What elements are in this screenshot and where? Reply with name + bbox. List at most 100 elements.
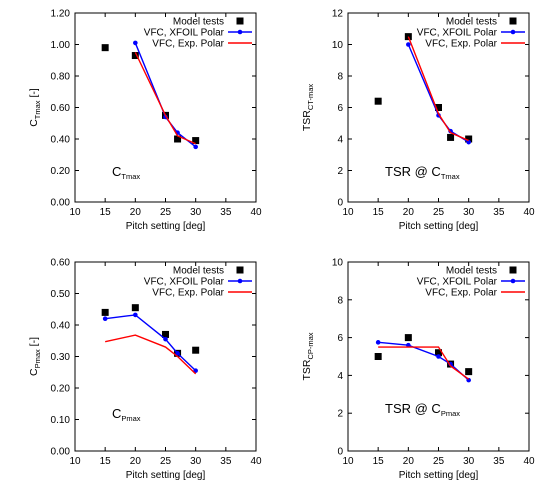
x-tick-label: 10 <box>69 456 81 467</box>
legend-marker-model <box>509 17 517 25</box>
y-tick-label: 6 <box>337 333 343 344</box>
y-tick-label: 10 <box>332 258 344 269</box>
x-tick-label: 10 <box>342 207 354 218</box>
y-tick-label: 1.00 <box>51 40 71 51</box>
panel-annotation-main: TSR @ C <box>385 401 441 416</box>
series-model-tests <box>101 304 200 357</box>
x-tick-label: 15 <box>373 207 385 218</box>
y-axis-label-sub: Pmax <box>33 349 42 368</box>
exp-polar-line <box>134 52 196 145</box>
exp-polar-line <box>378 346 470 380</box>
x-tick-label: 10 <box>342 456 354 467</box>
x-tick-label: 10 <box>69 207 81 218</box>
x-tick-label: 40 <box>250 456 262 467</box>
xfoil-polar-point <box>466 139 471 145</box>
legend-entry-label: VFC, Exp. Polar <box>425 288 497 299</box>
x-tick-label: 20 <box>403 207 415 218</box>
y-tick-label: 0.30 <box>51 352 71 363</box>
model-test-point <box>101 44 109 52</box>
series-model-tests <box>101 44 200 145</box>
panel-annotation-sub: Tmax <box>441 172 460 181</box>
y-axis-label-sub: Tmax <box>33 100 42 119</box>
y-tick-label: 2 <box>337 166 343 177</box>
panel-annotation: CTmax <box>112 164 140 181</box>
xfoil-polar-point <box>193 144 198 150</box>
y-axis-label-group: TSRCT-max <box>301 84 315 132</box>
legend-entry-label: VFC, XFOIL Polar <box>417 277 498 288</box>
y-tick-label: 0.00 <box>51 198 71 209</box>
y-tick-label: 0.00 <box>51 447 71 458</box>
model-test-point <box>192 346 200 354</box>
y-tick-label: 0.10 <box>51 415 71 426</box>
x-tick-label: 20 <box>130 456 142 467</box>
x-tick-label: 25 <box>433 456 445 467</box>
y-tick-label: 0 <box>337 447 343 458</box>
xfoil-polar-point <box>375 340 381 345</box>
y-axis-label-group: TSRCP-max <box>301 332 315 380</box>
legend-entry-label: Model tests <box>173 17 224 28</box>
legend-marker-xfoil <box>237 29 243 35</box>
xfoil-polar-line <box>134 42 197 148</box>
y-tick-label: 6 <box>337 103 343 114</box>
model-test-point <box>374 353 382 360</box>
x-tick-label: 35 <box>220 456 232 467</box>
series-vfc-exp-polar <box>105 334 197 375</box>
legend-entry-label: VFC, XFOIL Polar <box>144 28 225 39</box>
y-tick-label: 4 <box>337 135 343 146</box>
y-axis-label: CPmax [-] <box>28 337 42 376</box>
legend-entry-label: VFC, Exp. Polar <box>152 288 224 299</box>
panel-annotation-sub: Pmax <box>441 409 460 418</box>
y-axis-label: TSRCP-max <box>301 332 315 380</box>
x-tick-label: 15 <box>100 207 112 218</box>
y-tick-label: 12 <box>332 9 344 20</box>
x-axis-label: Pitch setting [deg] <box>126 470 206 481</box>
model-test-point <box>447 133 455 141</box>
x-tick-label: 40 <box>250 207 262 218</box>
panel-tsrct: 10 15 20 25 30 35 40 0 2 4 6 8 10 12 Pitch setting [de… <box>301 9 535 233</box>
series-vfc-xfoil-polar <box>133 40 198 150</box>
panel-annotation-main: C <box>112 164 121 179</box>
y-axis-label-main: C <box>28 119 40 127</box>
series-model-tests <box>374 334 473 376</box>
y-tick-label: 0.40 <box>51 321 71 332</box>
x-tick-label: 30 <box>190 207 202 218</box>
y-axis-label-group: CTmax [-] <box>28 88 42 127</box>
model-test-point <box>465 368 473 376</box>
x-tick-label: 25 <box>160 207 172 218</box>
y-axis-label: CTmax [-] <box>28 88 42 127</box>
y-tick-label: 0.20 <box>51 166 71 177</box>
legend-entry-label: Model tests <box>446 266 497 277</box>
xfoil-polar-point <box>133 312 138 318</box>
model-test-point <box>131 304 139 312</box>
model-test-point <box>435 349 442 357</box>
model-test-point <box>101 308 109 316</box>
y-axis-label-unit: [-] <box>28 88 40 100</box>
y-tick-label: 1.20 <box>51 9 71 20</box>
y-axis-label: TSRCT-max <box>301 84 315 132</box>
y-tick-label: 0.60 <box>51 103 71 114</box>
xfoil-polar-point <box>436 354 441 359</box>
xfoil-polar-line <box>378 341 470 381</box>
xfoil-polar-point <box>163 336 168 342</box>
model-test-point <box>404 334 412 342</box>
model-test-point <box>192 137 200 145</box>
x-tick-label: 35 <box>220 207 232 218</box>
x-tick-label: 20 <box>130 207 142 218</box>
xfoil-polar-point <box>406 342 411 348</box>
legend-marker-model <box>236 17 244 25</box>
x-axis-label: Pitch setting [deg] <box>126 221 206 232</box>
y-tick-label: 10 <box>332 40 344 51</box>
legend-marker-model <box>509 266 517 274</box>
panel-annotation: TSR @ CPmax <box>385 401 460 418</box>
x-tick-label: 20 <box>403 456 415 467</box>
panel-annotation: CPmax <box>112 406 141 423</box>
series-vfc-xfoil-polar <box>375 340 471 383</box>
series-vfc-exp-polar <box>407 36 469 142</box>
legend-entry-label: VFC, XFOIL Polar <box>144 277 225 288</box>
panel-annotation-main: C <box>112 406 121 421</box>
xfoil-polar-point <box>175 351 180 356</box>
